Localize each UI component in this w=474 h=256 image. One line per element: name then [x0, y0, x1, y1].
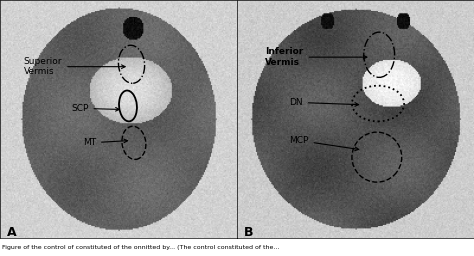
Text: Superior
Vermis: Superior Vermis: [24, 57, 125, 76]
Text: Figure of the control of constituted of the onnitted by... (The control constitu: Figure of the control of constituted of …: [2, 244, 280, 250]
Text: MT: MT: [83, 138, 128, 147]
Text: MCP: MCP: [289, 136, 359, 151]
Text: B: B: [244, 226, 254, 239]
Text: SCP: SCP: [71, 104, 119, 113]
Text: DN: DN: [289, 98, 359, 107]
Text: Inferior
Vermis: Inferior Vermis: [265, 47, 367, 67]
Text: A: A: [7, 226, 17, 239]
